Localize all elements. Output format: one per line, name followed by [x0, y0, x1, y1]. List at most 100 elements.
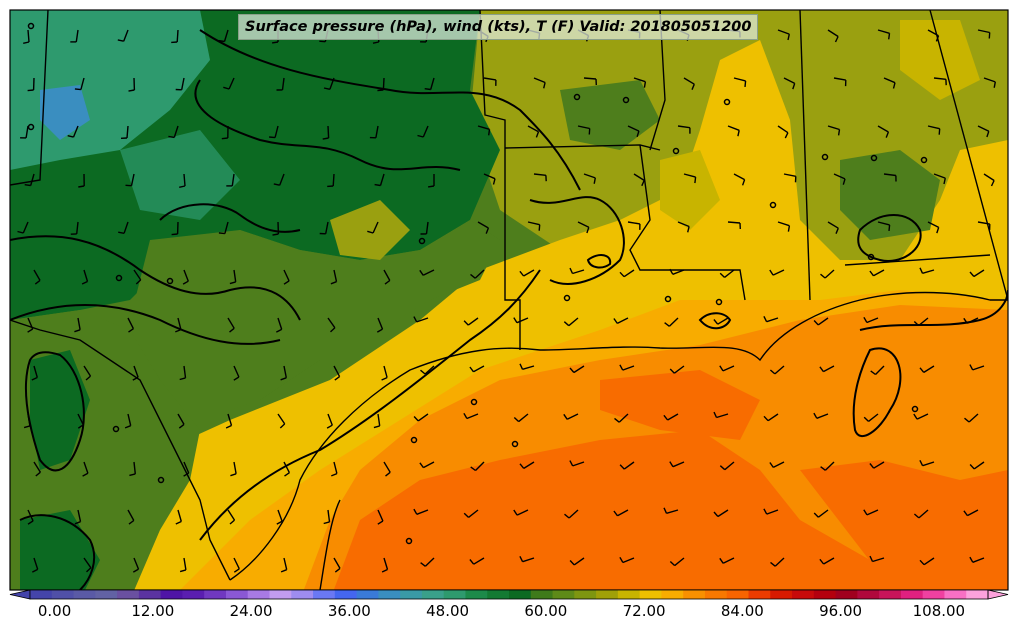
- wind-barb-shaft: [817, 509, 829, 518]
- wind-barb-shaft: [522, 365, 535, 370]
- wind-barb-flag: [569, 460, 574, 467]
- colorbar-swatch: [574, 590, 597, 599]
- wind-barb-shaft: [933, 77, 946, 80]
- wind-barb-shaft: [375, 125, 379, 138]
- wind-barb-shaft: [824, 461, 835, 471]
- wind-barb-flag: [669, 560, 676, 567]
- wind-barb-flag: [869, 555, 874, 562]
- wind-barb-shaft: [33, 557, 39, 570]
- wind-barb-flag: [813, 320, 819, 326]
- wind-barb-shaft: [873, 461, 885, 469]
- wind-barb-shaft: [923, 557, 935, 566]
- wind-barb-flag: [367, 230, 374, 234]
- wind-barb-flag: [323, 87, 331, 90]
- wind-barb-shaft: [177, 413, 185, 425]
- wind-barb-flag: [420, 369, 426, 375]
- wind-barb-flag: [322, 137, 329, 140]
- wind-barb-flag: [990, 180, 995, 187]
- wind-barb-flag: [513, 416, 520, 423]
- wind-barb-shaft: [416, 509, 429, 515]
- wind-barb-flag: [719, 557, 724, 564]
- wind-barb-shaft: [724, 461, 735, 471]
- wind-barb-shaft: [767, 413, 779, 422]
- wind-barb-shaft: [616, 317, 629, 325]
- wind-barb-shaft: [283, 461, 291, 474]
- wind-barb-flag: [835, 227, 839, 234]
- wind-barb-shaft: [883, 173, 896, 177]
- wind-barb-flag: [919, 559, 925, 566]
- wind-barb-shaft: [33, 461, 41, 473]
- wind-barb-shaft: [77, 317, 81, 330]
- wind-barb-shaft: [130, 173, 135, 186]
- wind-barb-shaft: [977, 221, 990, 225]
- wind-barb-shaft: [477, 221, 489, 229]
- wind-barb-flag: [713, 511, 719, 517]
- wind-barb-flag: [377, 89, 384, 92]
- wind-barb-shaft: [327, 317, 336, 329]
- wind-barb-shaft: [717, 509, 729, 518]
- wind-barb-shaft: [877, 125, 889, 133]
- wind-barb-shaft: [76, 221, 79, 234]
- wind-barb-flag: [419, 462, 424, 469]
- wind-barb-shaft: [123, 29, 129, 42]
- wind-barb-flag: [78, 185, 85, 188]
- wind-barb-shaft: [872, 557, 885, 563]
- colorbar-swatch: [857, 590, 880, 599]
- wind-barb-flag: [229, 519, 235, 525]
- colorbar-border: [29, 589, 989, 600]
- wind-barb-flag: [538, 224, 541, 231]
- wind-barb-flag: [569, 267, 574, 274]
- wind-barb-flag: [943, 177, 946, 185]
- wind-barb-shaft: [622, 557, 635, 564]
- wind-barb-shaft: [223, 29, 229, 42]
- wind-barb-shaft: [666, 509, 679, 514]
- wind-barb-shaft: [777, 125, 789, 134]
- wind-barb-flag: [179, 569, 187, 573]
- wind-barb-flag: [24, 184, 31, 187]
- wind-barb-flag: [488, 129, 491, 136]
- wind-barb-shaft: [922, 269, 935, 274]
- wind-barb-shaft: [774, 557, 785, 567]
- wind-barb-flag: [470, 466, 476, 472]
- wind-barb-shaft: [627, 125, 640, 132]
- wind-barb-shaft: [416, 317, 429, 323]
- wind-barb-shaft: [467, 317, 479, 326]
- wind-barb-flag: [669, 268, 674, 275]
- wind-barb-shaft: [523, 461, 535, 469]
- colorbar-min-extend: [9, 589, 31, 600]
- wind-barb-shaft: [173, 125, 179, 138]
- colorbar-swatch: [356, 590, 379, 599]
- colorbar-swatch: [792, 590, 815, 599]
- wind-barb-shaft: [466, 413, 479, 420]
- wind-barb-shaft: [281, 77, 285, 90]
- wind-barb-shaft: [224, 221, 229, 234]
- wind-barb-shaft: [783, 77, 796, 85]
- wind-barb-flag: [17, 230, 24, 234]
- wind-barb-shaft: [277, 317, 283, 330]
- wind-barb-flag: [27, 89, 34, 92]
- wind-barb-flag: [132, 568, 139, 573]
- wind-barb-shaft: [133, 557, 140, 570]
- wind-barb-shaft: [733, 173, 745, 181]
- wind-barb-shaft: [972, 557, 985, 563]
- wind-barb-shaft: [183, 365, 187, 378]
- wind-barb-shaft: [968, 413, 979, 423]
- wind-barb-flag: [218, 39, 225, 43]
- wind-barb-shaft: [483, 173, 496, 180]
- wind-barb-flag: [35, 471, 41, 477]
- wind-barb-shaft: [80, 77, 85, 90]
- colorbar-tick-label: 96.00: [819, 602, 863, 620]
- wind-barb-flag: [283, 280, 290, 285]
- wind-barb-flag: [175, 520, 182, 525]
- wind-barb-shaft: [717, 317, 729, 325]
- wind-barb-flag: [221, 137, 228, 140]
- wind-barb-shaft: [977, 29, 990, 34]
- wind-barb-shaft: [417, 413, 429, 422]
- wind-barb-flag: [275, 328, 283, 333]
- wind-barb-flag: [31, 376, 38, 381]
- wind-barb-flag: [543, 82, 546, 89]
- wind-barb-flag: [280, 569, 287, 573]
- wind-barb-shaft: [422, 269, 435, 276]
- wind-barb-shaft: [123, 221, 129, 234]
- wind-barb-flag: [713, 411, 718, 418]
